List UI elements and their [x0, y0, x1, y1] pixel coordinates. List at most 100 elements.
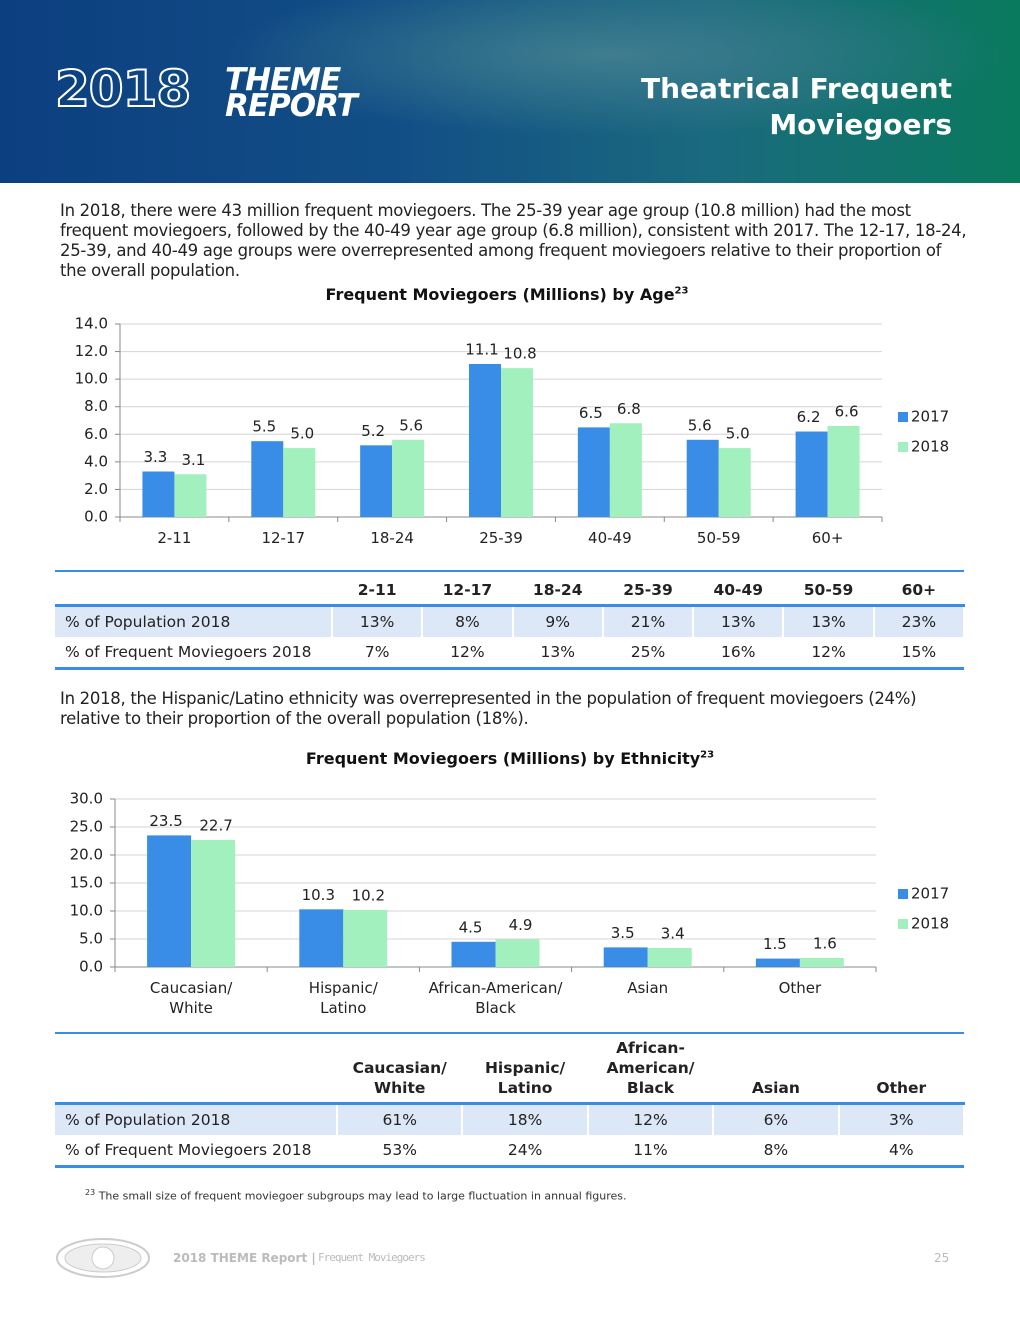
x-tick-label: 25-39	[479, 529, 523, 547]
table-cell: 21%	[602, 605, 695, 637]
value-label: 10.3	[302, 886, 335, 904]
value-label: 3.5	[611, 924, 635, 942]
table-row: % of Frequent Moviegoers 2018 53% 24% 11% 8%…	[55, 1135, 964, 1168]
footer-report: 2018 THEME Report |	[173, 1251, 316, 1265]
logo-ring	[56, 1238, 150, 1278]
row-label: % of Population 2018	[55, 1103, 338, 1135]
y-tick-label: 25.0	[70, 818, 103, 836]
y-tick-label: 10.0	[75, 370, 108, 388]
table-cell: 13%	[693, 605, 785, 637]
chart-title-text: Frequent Moviegoers (Millions) by Ethnic…	[305, 749, 701, 768]
column-header: Caucasian/ White	[337, 1033, 463, 1105]
table-cell: 23%	[873, 605, 966, 637]
table-cell: 12%	[422, 637, 513, 670]
table-cell: 4%	[838, 1135, 964, 1168]
table-cell: 18%	[462, 1103, 589, 1135]
table-cell: 12%	[587, 1103, 715, 1135]
footnote-mark: 23	[85, 1188, 96, 1197]
bar	[603, 947, 648, 967]
footer-logo	[56, 1238, 150, 1278]
table-cell: 24%	[462, 1135, 588, 1168]
bar	[283, 448, 316, 517]
legend-swatch	[898, 919, 908, 929]
value-label: 5.2	[361, 422, 385, 440]
bar	[360, 445, 393, 517]
table-cell: 25%	[602, 637, 694, 670]
x-tick-label: 12-17	[261, 529, 306, 547]
logo-year: 2018	[54, 59, 192, 119]
footnote: 23 The small size of frequent moviegoer …	[85, 1188, 627, 1203]
column-header: Hispanic/ Latino	[462, 1033, 588, 1105]
table-cell: 11%	[587, 1135, 714, 1168]
legend-label: 2017	[911, 885, 949, 903]
bar	[142, 471, 175, 517]
bar	[827, 426, 860, 517]
table-cell: 3%	[838, 1103, 966, 1135]
x-tick-label: Caucasian/ White	[149, 979, 233, 1017]
footer-section: Frequent Moviegoers	[318, 1251, 426, 1264]
table-cell: 15%	[873, 637, 964, 670]
table-cell: 8%	[422, 605, 514, 637]
bar	[495, 939, 540, 967]
value-label: 3.4	[661, 924, 685, 942]
paragraph: In 2018, the Hispanic/Latino ethnicity w…	[60, 689, 917, 728]
header-banner	[0, 0, 1020, 183]
value-label: 3.3	[143, 448, 167, 466]
x-tick-label: 50-59	[696, 529, 741, 547]
bar	[799, 958, 844, 967]
logo-word: THEME	[225, 62, 341, 98]
bar	[609, 423, 642, 517]
column-header: Asian	[713, 1033, 839, 1105]
header-cell	[55, 1033, 337, 1105]
value-label: 4.5	[459, 918, 483, 936]
legend-label: 2018	[911, 438, 949, 456]
bar	[469, 363, 501, 517]
table-cell: 12%	[783, 637, 874, 670]
row-label: % of Frequent Moviegoers 2018	[55, 637, 332, 670]
bar	[343, 909, 388, 967]
table-cell: 13%	[332, 605, 424, 637]
value-label: 4.9	[509, 916, 533, 934]
value-label: 10.2	[352, 886, 385, 904]
y-tick-label: 30.0	[70, 790, 103, 808]
column-header: 18-24	[512, 571, 603, 607]
x-tick-label: 18-24	[370, 529, 414, 547]
header-row: Caucasian/ White Hispanic/ Latino African-…	[55, 1033, 964, 1105]
chart-title-text: Frequent Moviegoers (Millions) by Age	[325, 285, 675, 304]
x-tick-label: 60+	[811, 529, 844, 547]
column-header: 2-11	[332, 571, 423, 607]
bar	[686, 439, 719, 517]
y-tick-label: 5.0	[79, 930, 103, 948]
page-title: Theatrical Frequent	[641, 72, 952, 105]
bar	[147, 835, 192, 967]
x-tick-label: Other	[778, 979, 822, 997]
column-header: 60+	[873, 571, 964, 607]
bar	[718, 448, 751, 517]
bar	[191, 839, 236, 967]
y-tick-label: 0.0	[79, 958, 103, 976]
x-tick-label: 40-49	[588, 529, 632, 547]
y-tick-label: 10.0	[70, 902, 103, 920]
y-tick-label: 15.0	[70, 874, 103, 892]
table-cell: 16%	[693, 637, 784, 670]
value-label: 11.1	[465, 340, 498, 358]
y-tick-label: 6.0	[84, 425, 108, 443]
table-cell: 13%	[512, 637, 603, 670]
x-tick-label: Hispanic/ Latino	[308, 979, 378, 1017]
legend-label: 2018	[911, 915, 949, 933]
bar	[174, 474, 207, 517]
table-cell: 7%	[332, 637, 423, 670]
value-label: 6.5	[579, 404, 603, 422]
column-header: 12-17	[422, 571, 513, 607]
table-cell: 6%	[713, 1103, 840, 1135]
row-label: % of Frequent Moviegoers 2018	[55, 1135, 337, 1168]
table-body: % of Population 2018 13% 8% 9% 21% 13% 13% 23%%…	[55, 605, 966, 670]
y-tick-label: 0.0	[84, 508, 108, 526]
value-label: 5.6	[688, 416, 712, 434]
bar	[577, 427, 610, 517]
table-cell: 8%	[713, 1135, 839, 1168]
legend-label: 2017	[911, 408, 949, 426]
logo-reel	[91, 1246, 115, 1270]
bar	[299, 909, 344, 967]
